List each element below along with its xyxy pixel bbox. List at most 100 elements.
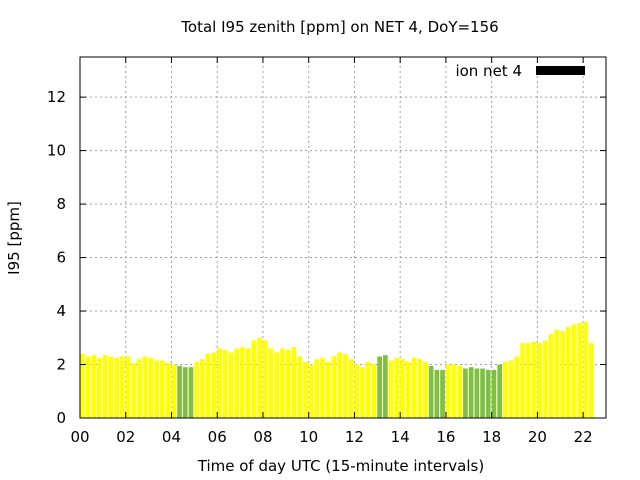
bar bbox=[457, 365, 463, 418]
bar bbox=[245, 348, 251, 418]
bar bbox=[268, 348, 274, 418]
bar bbox=[102, 355, 108, 418]
bar bbox=[383, 355, 388, 418]
bar bbox=[188, 367, 194, 418]
bar bbox=[131, 363, 137, 418]
bar bbox=[520, 343, 525, 418]
x-tick-label: 08 bbox=[253, 428, 272, 446]
bar bbox=[274, 352, 280, 418]
bar bbox=[108, 356, 114, 418]
bar bbox=[571, 324, 577, 418]
bar bbox=[411, 357, 417, 418]
bar bbox=[337, 352, 342, 418]
bar bbox=[554, 329, 560, 418]
y-tick-label: 2 bbox=[56, 356, 66, 374]
y-tick-label: 8 bbox=[56, 195, 66, 213]
bar bbox=[548, 333, 554, 418]
bar bbox=[497, 364, 503, 418]
bar bbox=[354, 364, 360, 418]
bar bbox=[205, 353, 211, 418]
x-tick-label: 20 bbox=[528, 428, 547, 446]
bar bbox=[234, 348, 240, 418]
bar bbox=[297, 356, 302, 418]
bar bbox=[405, 361, 411, 418]
bar bbox=[165, 363, 171, 418]
bar bbox=[194, 361, 200, 418]
bar bbox=[360, 367, 365, 418]
bar bbox=[97, 357, 102, 418]
bar bbox=[211, 352, 217, 418]
bar bbox=[285, 349, 291, 418]
bar bbox=[171, 364, 177, 418]
y-tick-label: 4 bbox=[56, 302, 66, 320]
bar bbox=[291, 347, 297, 418]
bar bbox=[371, 364, 377, 418]
bar bbox=[400, 359, 405, 418]
bar bbox=[474, 368, 480, 418]
bar bbox=[428, 365, 434, 418]
bar bbox=[417, 359, 423, 418]
bar bbox=[565, 327, 571, 418]
bar bbox=[480, 368, 485, 418]
bar bbox=[114, 357, 119, 418]
bar bbox=[314, 359, 320, 418]
bar bbox=[343, 353, 348, 418]
bar bbox=[537, 343, 543, 418]
bar bbox=[491, 369, 497, 418]
bar bbox=[200, 359, 205, 418]
legend: ion net 4 bbox=[455, 62, 585, 80]
y-tick-label: 12 bbox=[47, 88, 66, 106]
x-tick-label: 06 bbox=[208, 428, 227, 446]
bar bbox=[182, 367, 188, 418]
bar bbox=[320, 357, 325, 418]
y-tick-label: 0 bbox=[56, 409, 66, 427]
bar bbox=[423, 361, 428, 418]
bar bbox=[142, 356, 148, 418]
bar bbox=[588, 343, 594, 418]
x-tick-label: 00 bbox=[70, 428, 89, 446]
bar bbox=[240, 347, 245, 418]
bar bbox=[325, 361, 331, 418]
bar bbox=[302, 361, 308, 418]
bar bbox=[120, 356, 125, 418]
bar bbox=[257, 337, 262, 418]
bar bbox=[365, 361, 371, 418]
chart-title: Total I95 zenith [ppm] on NET 4, DoY=156 bbox=[180, 18, 498, 36]
bar bbox=[440, 369, 445, 418]
x-tick-label: 18 bbox=[482, 428, 501, 446]
bar bbox=[308, 364, 314, 418]
legend-swatch bbox=[536, 66, 585, 75]
bar bbox=[451, 364, 457, 418]
x-tick-label: 14 bbox=[391, 428, 410, 446]
bar bbox=[583, 321, 588, 418]
x-tick-label: 04 bbox=[162, 428, 181, 446]
bar bbox=[377, 356, 382, 418]
plot-frame bbox=[79, 56, 607, 419]
bar bbox=[394, 357, 400, 418]
bar bbox=[251, 340, 257, 418]
bar bbox=[531, 341, 537, 418]
bar bbox=[434, 369, 440, 418]
x-tick-label: 16 bbox=[436, 428, 455, 446]
y-tick-label: 10 bbox=[47, 142, 66, 160]
x-tick-label: 10 bbox=[299, 428, 318, 446]
bar-series bbox=[80, 321, 594, 418]
bar bbox=[468, 367, 474, 418]
bar bbox=[445, 364, 451, 418]
bar bbox=[80, 353, 85, 418]
x-tick-label: 22 bbox=[574, 428, 593, 446]
bar bbox=[148, 357, 154, 418]
bar bbox=[525, 343, 531, 418]
legend-label: ion net 4 bbox=[455, 62, 522, 80]
bar bbox=[348, 359, 354, 418]
x-axis-label: Time of day UTC (15-minute intervals) bbox=[197, 457, 484, 475]
bar bbox=[228, 352, 234, 418]
bar bbox=[85, 356, 91, 418]
bar bbox=[514, 356, 520, 418]
bar bbox=[160, 360, 165, 418]
y-tick-label: 6 bbox=[56, 249, 66, 267]
bar bbox=[91, 355, 97, 418]
bar bbox=[463, 368, 468, 418]
bar bbox=[137, 359, 142, 418]
